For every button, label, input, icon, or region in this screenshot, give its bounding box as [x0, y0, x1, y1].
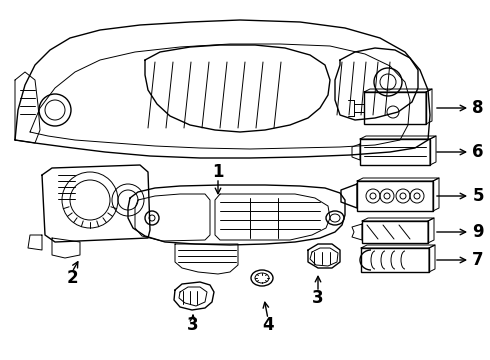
- Bar: [361, 248, 429, 272]
- Bar: [364, 92, 426, 124]
- Text: 2: 2: [66, 269, 78, 287]
- Bar: [362, 221, 428, 243]
- Text: 3: 3: [187, 316, 199, 334]
- Text: 3: 3: [312, 289, 324, 307]
- Text: 9: 9: [472, 223, 484, 241]
- Text: 1: 1: [212, 163, 224, 181]
- Bar: [357, 181, 433, 211]
- Text: 5: 5: [472, 187, 484, 205]
- Text: 8: 8: [472, 99, 484, 117]
- Text: 4: 4: [262, 316, 274, 334]
- Bar: [360, 139, 430, 165]
- Text: 6: 6: [472, 143, 484, 161]
- Text: 7: 7: [472, 251, 484, 269]
